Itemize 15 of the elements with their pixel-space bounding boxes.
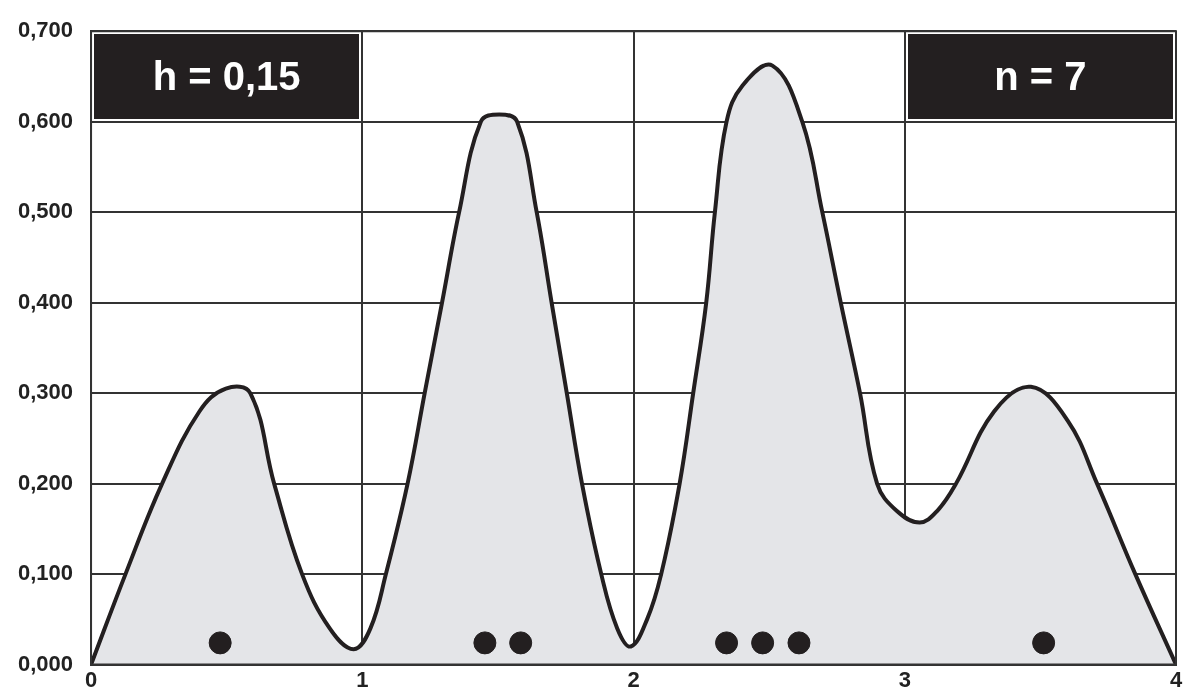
x-tick-label: 2 [627, 666, 640, 692]
y-tick-label: 0,100 [17, 560, 74, 586]
note-box: h = 0,15 [94, 34, 360, 119]
x-tick-label: 1 [356, 666, 369, 692]
y-tick-label: 0,600 [17, 107, 74, 133]
y-tick-label: 0,400 [17, 288, 74, 314]
y-tick-label: 0,000 [17, 650, 74, 676]
y-tick-label: 0,300 [17, 379, 74, 405]
x-tick-label: 0 [84, 666, 98, 692]
y-tick-label: 0,700 [17, 17, 74, 43]
y-tick-label: 0,500 [17, 198, 74, 224]
note-box: n = 7 [907, 34, 1173, 119]
x-tick-label: 3 [898, 666, 911, 692]
x-tick-label: 4 [1169, 666, 1183, 692]
y-tick-label: 0,200 [17, 469, 74, 495]
